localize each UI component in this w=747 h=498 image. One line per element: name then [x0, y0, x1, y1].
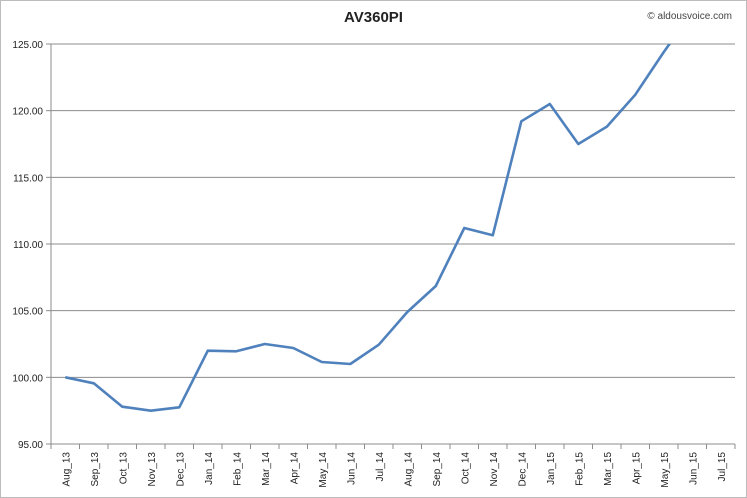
x-tick-label: Sep_14	[432, 452, 443, 487]
x-tick-label: Sep_13	[90, 452, 101, 487]
x-tick-label: Jan_15	[546, 452, 557, 485]
watermark: © aldousvoice.com	[647, 11, 732, 22]
x-tick-label: Jul_15	[717, 452, 728, 482]
x-tick-label: Mar_15	[603, 452, 614, 486]
y-axis-tick-labels: 95.00 100.00 105.00 110.00 115.00 120.00 125.0…	[12, 40, 43, 451]
x-tick-label: Oct_14	[460, 452, 471, 485]
y-tick-label: 100.00	[12, 373, 43, 384]
x-tick-label: Dec_13	[175, 452, 186, 487]
y-tick-label: 110.00	[13, 240, 43, 251]
x-tick-label: Feb_14	[232, 452, 243, 486]
gridlines	[46, 43, 735, 445]
y-tick-label: 95.00	[18, 440, 43, 451]
x-tick-label: Nov_14	[489, 452, 500, 487]
x-tick-label: Dec_14	[517, 452, 528, 487]
x-tick-label: Jul_14	[375, 452, 386, 482]
y-tick-label: 125.00	[12, 40, 43, 51]
x-tick-label: Mar_14	[261, 452, 272, 486]
x-tick-label: Jan_14	[204, 452, 215, 485]
y-tick-label: 115.00	[13, 173, 43, 184]
x-tick-label: Feb_15	[574, 452, 585, 486]
x-axis	[50, 44, 736, 449]
x-tick-label: Aug_14	[403, 452, 414, 487]
x-tick-label: May_14	[318, 452, 329, 488]
chart-title: AV360PI	[344, 9, 403, 26]
x-tick-label: Aug_13	[61, 452, 72, 487]
x-tick-label: Nov_13	[147, 452, 158, 487]
series-line	[65, 44, 672, 412]
y-tick-label: 105.00	[12, 307, 43, 318]
y-tick-label: 120.00	[12, 107, 43, 118]
x-tick-label: Oct_13	[118, 452, 129, 485]
series-group	[65, 44, 672, 412]
x-tick-label: Apr_15	[631, 452, 642, 485]
x-axis-tick-labels: Aug_13 Sep_13 Oct_13 Nov_13 Dec_13 Jan_14 Feb_…	[61, 452, 728, 488]
x-tick-label: May_15	[660, 452, 671, 488]
x-tick-label: Jun_15	[688, 452, 699, 485]
x-tick-label: Apr_14	[289, 452, 300, 485]
x-tick-label: Jun_14	[346, 452, 357, 485]
